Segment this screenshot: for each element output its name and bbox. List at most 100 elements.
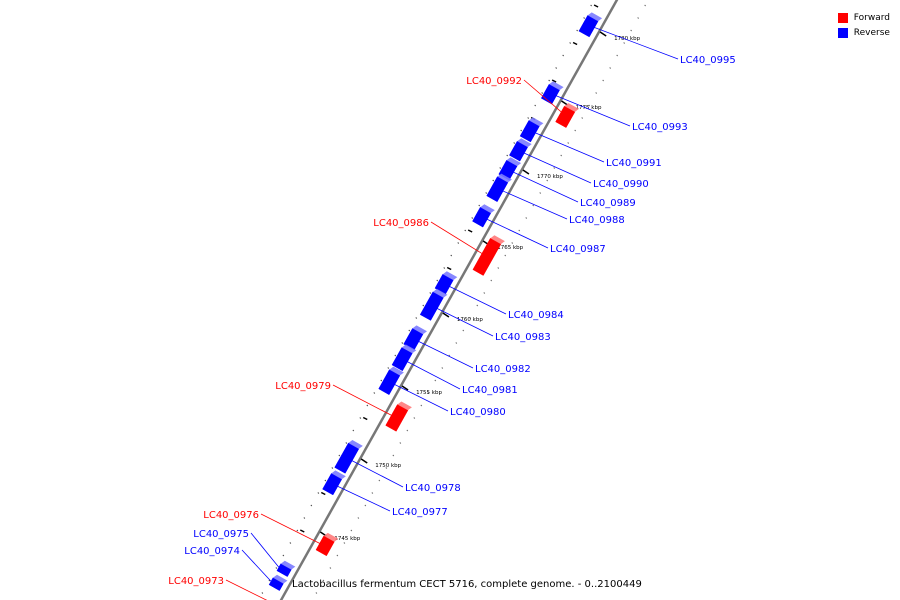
minor-tick (415, 317, 418, 319)
minor-tick (457, 242, 460, 244)
gene-label: LC40_0991 (606, 158, 662, 169)
minor-tick (268, 579, 271, 582)
minor-tick (371, 492, 374, 494)
minor-tick (261, 592, 264, 594)
minor-tick (364, 504, 367, 507)
gene-leader-line (524, 127, 605, 163)
kbp-tick-label: 1775 kbp (576, 105, 602, 111)
minor-tick (499, 167, 502, 169)
gene-label: LC40_0976 (203, 510, 259, 521)
minor-tick (441, 367, 444, 369)
legend-forward-label: Forward (853, 12, 890, 23)
minor-tick (436, 279, 439, 282)
kbp-tick-label: 1765 kbp (497, 245, 523, 251)
minor-tick (345, 442, 348, 444)
minor-tick (616, 54, 619, 57)
kbp-tick (522, 169, 530, 175)
gene-label: LC40_0984 (508, 310, 564, 321)
gene-glyph-shade (490, 235, 505, 245)
kbp-tick-label: 1780 kbp (614, 36, 640, 42)
minor-tick (420, 404, 423, 407)
minor-tick (553, 167, 556, 169)
minor-tick (275, 567, 278, 569)
minor-tick (609, 67, 612, 69)
gene-leader-line (407, 335, 474, 369)
gene-glyph-shade (564, 103, 579, 112)
gene-leader-line (438, 280, 507, 315)
minor-tick (583, 17, 586, 19)
gene-glyph-shade (549, 81, 564, 91)
gene-glyph-shade (587, 12, 603, 22)
gene-glyph-shade (412, 325, 427, 335)
minor-tick (317, 492, 320, 494)
minor-tick (455, 342, 458, 344)
gene-leader-line (332, 384, 403, 422)
gene-label: LC40_0973 (168, 576, 224, 587)
legend-reverse: Reverse (837, 25, 890, 40)
minor-tick (548, 79, 551, 82)
minor-tick (357, 517, 360, 519)
gene-label: LC40_0977 (392, 507, 448, 518)
gene-leader-line (502, 166, 579, 203)
gene-leader-line (260, 513, 331, 550)
minor-tick (336, 554, 339, 557)
gene-glyph-shade (397, 401, 412, 411)
major-tick (320, 491, 326, 496)
minor-tick (443, 267, 446, 269)
gene-leader-line (583, 22, 679, 60)
gene-label: LC40_0986 (373, 218, 429, 229)
gene-leader-line (430, 221, 493, 261)
gene-glyph-shade (442, 271, 458, 281)
minor-tick (359, 417, 362, 419)
minor-tick (296, 529, 299, 532)
gene-label: LC40_0974 (184, 546, 240, 557)
gene-leader-line (396, 355, 461, 390)
minor-tick (399, 442, 402, 444)
kbp-tick-label: 1760 kbp (457, 317, 483, 323)
minor-tick (490, 279, 493, 282)
kbp-tick-label: 1755 kbp (416, 390, 442, 396)
gene-glyph (268, 577, 284, 591)
minor-tick (623, 42, 626, 44)
minor-tick (373, 392, 376, 394)
gene-glyph-shade (323, 532, 339, 542)
minor-tick (478, 204, 481, 207)
minor-tick (401, 342, 404, 344)
minor-tick (506, 154, 509, 157)
kbp-tick (599, 31, 607, 37)
minor-tick (366, 404, 369, 407)
major-tick (299, 529, 305, 533)
major-tick (362, 416, 368, 421)
minor-tick (338, 454, 341, 457)
gene-glyph-shade (528, 117, 544, 127)
gene-glyph-shade (432, 288, 448, 298)
gene-label: LC40_0992 (466, 76, 522, 87)
minor-tick (637, 17, 640, 19)
kbp-tick (360, 458, 368, 464)
minor-tick (471, 217, 474, 219)
forward-swatch (837, 12, 848, 23)
minor-tick (331, 467, 334, 469)
minor-tick (513, 142, 516, 144)
minor-tick (380, 379, 383, 382)
minor-tick (602, 79, 605, 82)
minor-tick (350, 529, 353, 532)
minor-tick (310, 504, 313, 507)
minor-tick (322, 579, 325, 582)
gene-glyph-shade (480, 204, 495, 214)
gene-label: LC40_0979 (275, 381, 331, 392)
minor-tick (644, 4, 646, 7)
minor-tick (511, 242, 514, 244)
gene-leader-line (545, 90, 631, 127)
gene-glyph-shade (331, 470, 346, 480)
gene-leader-line (491, 185, 568, 220)
minor-tick (378, 479, 381, 482)
major-tick (467, 229, 473, 233)
genome-backbone (279, 0, 619, 600)
minor-tick (567, 142, 570, 144)
major-tick (593, 4, 599, 8)
gene-label: LC40_0982 (475, 364, 531, 375)
gene-leader-line (225, 579, 268, 600)
gene-label: LC40_0995 (680, 55, 736, 66)
minor-tick (485, 192, 488, 194)
